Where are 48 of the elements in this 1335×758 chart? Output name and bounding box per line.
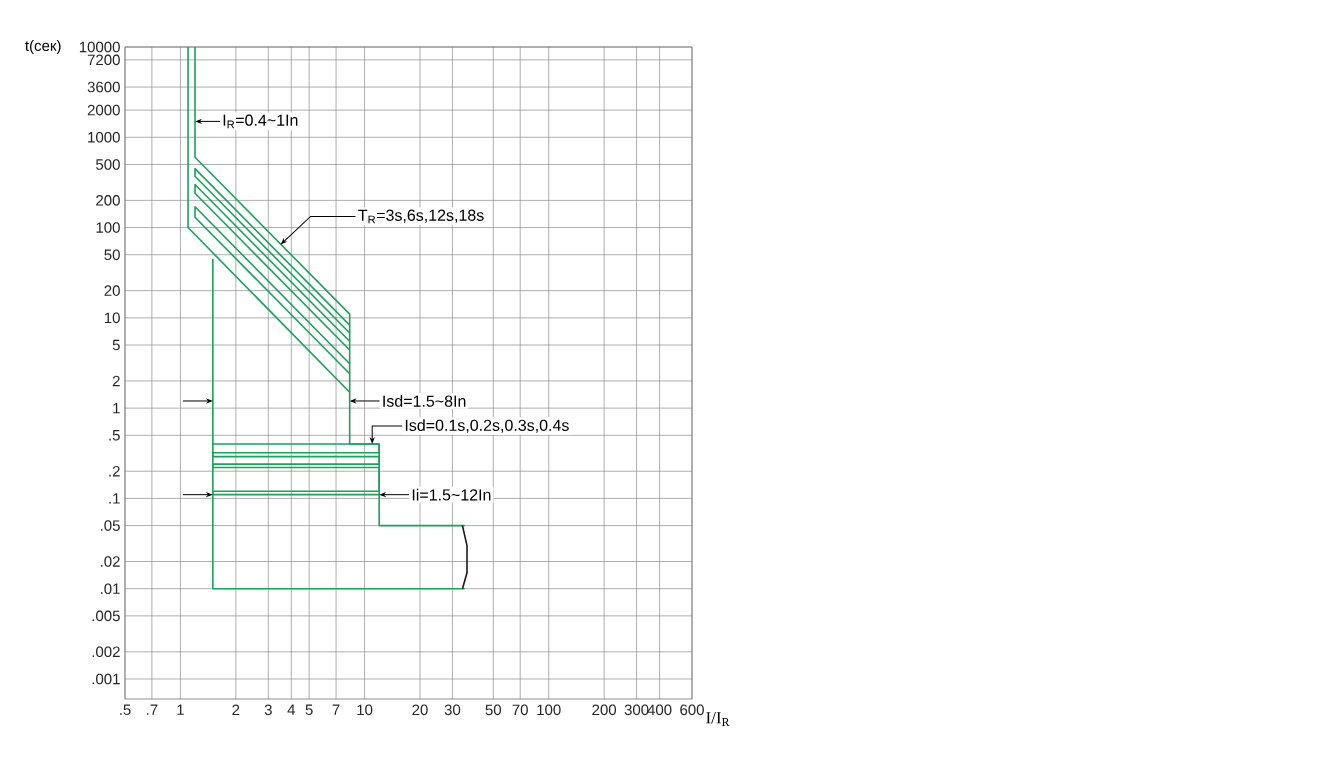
x-tick-label: 70: [512, 704, 528, 716]
y-tick-label: 10000: [79, 41, 120, 53]
x-tick-label: 2: [232, 704, 240, 716]
x-tick-label: 30: [444, 704, 461, 716]
y-tick-label: 2000: [87, 104, 120, 116]
x-tick-label: 400: [647, 704, 672, 716]
x-tick-label: 20: [412, 704, 428, 716]
x-tick-label: 7: [332, 704, 340, 715]
x-tick-label: 5: [305, 704, 313, 715]
x-axis-title: I/I$_{R}$: [706, 712, 730, 726]
x-tick-label: 200: [592, 704, 617, 716]
y-tick-label: .05: [100, 520, 120, 531]
y-tick-label: .005: [92, 610, 120, 622]
y-tick-label: .1: [109, 493, 120, 504]
x-tick-label: 4: [287, 704, 296, 715]
y-tick-label: 500: [96, 159, 120, 170]
y-tick-label: .01: [100, 583, 120, 594]
x-tick-label: 100: [537, 704, 561, 716]
annotation: Isd=1.5~8In: [383, 395, 466, 407]
annotation: I$_{R}$=0.4~1In: [223, 114, 298, 129]
y-tick-label: 1000: [88, 131, 120, 143]
y-tick-label: .5: [109, 430, 120, 441]
y-tick-label: 3600: [87, 81, 120, 93]
annotation: Ii=1.5~12In: [412, 488, 491, 501]
y-tick-label: 10: [104, 312, 120, 324]
x-tick-label: 10: [357, 704, 373, 716]
y-tick-label: 2: [112, 375, 120, 387]
y-tick-label: .2: [109, 465, 120, 477]
x-tick-label: 1: [177, 704, 184, 715]
y-tick-label: 50: [104, 249, 120, 261]
y-tick-label: 20: [104, 285, 120, 296]
y-tick-label: 5: [112, 339, 120, 351]
annotation: Isd=0.1s,0.2s,0.3s,0.4s: [405, 419, 569, 433]
x-tick-label: .7: [147, 704, 158, 715]
x-tick-label: 50: [485, 704, 502, 716]
annotation: T$_{R}$=3s,6s,12s,18s: [358, 209, 484, 224]
x-tick-label: 600: [680, 704, 704, 716]
y-tick-label: .02: [100, 556, 120, 567]
y-axis-title: t(сек): [25, 40, 61, 54]
x-tick-label: .5: [120, 704, 131, 715]
y-tick-label: .001: [92, 673, 120, 685]
y-tick-label: 200: [96, 195, 120, 206]
x-tick-label: 300: [624, 704, 649, 716]
x-tick-label: 3: [264, 704, 272, 716]
y-tick-label: 1: [113, 402, 120, 414]
y-tick-label: 7200: [87, 54, 120, 66]
y-tick-label: .002: [92, 646, 120, 658]
y-tick-label: 100: [96, 222, 120, 233]
